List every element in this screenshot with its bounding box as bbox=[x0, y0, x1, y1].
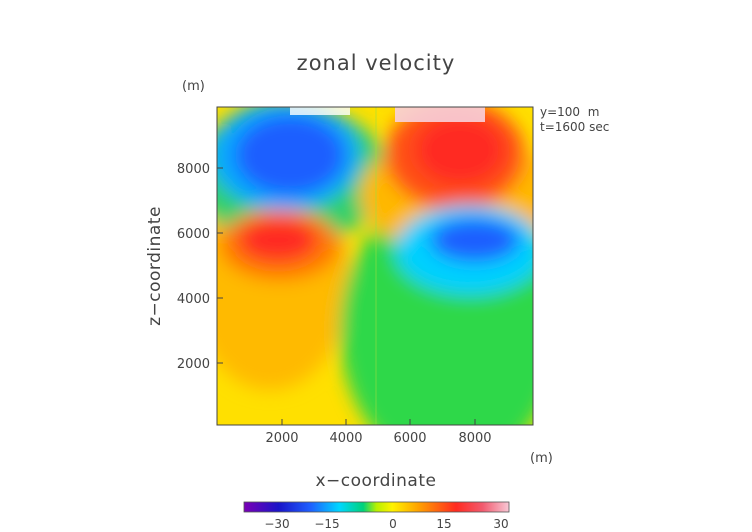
y-unit-label: (m) bbox=[182, 79, 205, 94]
colorbar-tick-0: 0 bbox=[389, 517, 397, 531]
colorbar-tick-15: 15 bbox=[436, 517, 451, 531]
x-unit-label: (m) bbox=[530, 451, 553, 466]
y-axis-label: z−coordinate bbox=[145, 206, 165, 326]
annotation-time: t=1600 sec bbox=[540, 120, 609, 134]
colorbar-ticks: −30 −15 0 15 30 bbox=[264, 517, 508, 531]
x-axis-label: x−coordinate bbox=[316, 471, 437, 491]
x-tick-8000: 8000 bbox=[458, 431, 491, 446]
y-tick-4000: 4000 bbox=[177, 292, 210, 307]
top-left-white-patch bbox=[290, 107, 350, 115]
left-red-lobe bbox=[238, 218, 318, 262]
right-blue-lobe bbox=[430, 218, 520, 262]
annotation-y-value: y=100 m bbox=[540, 105, 599, 119]
y-axis: 2000 4000 6000 8000 bbox=[177, 162, 223, 372]
colorbar-gradient bbox=[243, 501, 510, 513]
colorbar-tick-30: 30 bbox=[493, 517, 508, 531]
x-axis: 2000 4000 6000 8000 bbox=[265, 419, 492, 446]
top-right-white-patch bbox=[395, 107, 485, 122]
heatmap-field bbox=[217, 107, 533, 425]
x-tick-6000: 6000 bbox=[393, 431, 426, 446]
y-tick-8000: 8000 bbox=[177, 162, 210, 177]
right-red-core bbox=[415, 115, 505, 185]
y-tick-6000: 6000 bbox=[177, 227, 210, 242]
colorbar-tick-neg30: −30 bbox=[264, 517, 289, 531]
plot-frame bbox=[216, 106, 534, 426]
left-blue-core bbox=[235, 115, 345, 195]
colorbar: −30 −15 0 15 30 bbox=[243, 501, 510, 531]
x-tick-4000: 4000 bbox=[329, 431, 362, 446]
y-tick-2000: 2000 bbox=[177, 357, 210, 372]
chart-title: zonal velocity bbox=[297, 51, 456, 75]
colorbar-tick-neg15: −15 bbox=[314, 517, 339, 531]
x-tick-2000: 2000 bbox=[265, 431, 298, 446]
